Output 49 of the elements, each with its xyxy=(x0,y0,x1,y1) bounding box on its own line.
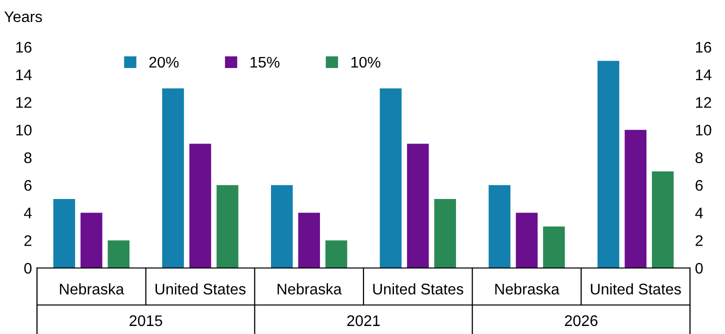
bar xyxy=(434,198,456,268)
y2-tick-label: 10 xyxy=(696,124,712,136)
bar xyxy=(597,60,620,268)
y-tick-label: 14 xyxy=(16,70,32,80)
text: 2021 xyxy=(347,315,380,326)
y2-tick-label: 8 xyxy=(696,152,703,164)
x-tick-label: United States xyxy=(373,283,464,294)
bar xyxy=(624,130,646,268)
x-tick-label: Nebraska xyxy=(495,283,560,294)
y2-tick-label: 12 xyxy=(696,97,712,108)
bar xyxy=(162,88,184,268)
y2-tick-label: 2 xyxy=(696,235,703,246)
bar xyxy=(53,198,76,268)
text: 2026 xyxy=(564,315,598,326)
y-tick-label: 6 xyxy=(24,180,32,191)
bar xyxy=(216,185,238,268)
bar xyxy=(407,144,429,268)
y-tick-label: 12 xyxy=(16,97,32,108)
bar xyxy=(652,171,674,268)
x-tick-label: United States xyxy=(590,283,681,294)
bar xyxy=(380,88,402,268)
y-tick-label: 10 xyxy=(16,124,32,136)
bar xyxy=(516,212,538,268)
y2-tick-label: 16 xyxy=(696,42,712,53)
text: 2015 xyxy=(130,315,162,326)
bar xyxy=(298,212,320,268)
bar xyxy=(270,185,293,268)
y-tick-label: 0 xyxy=(24,262,32,274)
bar xyxy=(108,240,130,268)
y-tick-label: 16 xyxy=(16,42,32,53)
y-axis-title: Years xyxy=(4,11,42,22)
legend-label: 10% xyxy=(351,56,380,68)
x-tick-label: Nebraska xyxy=(278,283,342,294)
bar xyxy=(543,226,565,268)
x-tick-label: United States xyxy=(156,283,246,294)
legend-label: 20% xyxy=(149,56,179,68)
legend-label: 15% xyxy=(250,56,280,68)
bar xyxy=(325,240,348,268)
y2-tick-label: 4 xyxy=(695,208,703,218)
y2-tick-label: 0 xyxy=(695,262,703,274)
bar xyxy=(80,212,102,268)
bar xyxy=(189,144,212,268)
y2-tick-label: 6 xyxy=(696,180,703,191)
y-tick-label: 8 xyxy=(24,152,32,164)
y-tick-label: 2 xyxy=(24,235,32,246)
bar xyxy=(488,185,510,268)
y2-tick-label: 14 xyxy=(696,70,712,80)
y-tick-label: 4 xyxy=(24,208,32,218)
x-tick-label: Nebraska xyxy=(60,283,124,294)
